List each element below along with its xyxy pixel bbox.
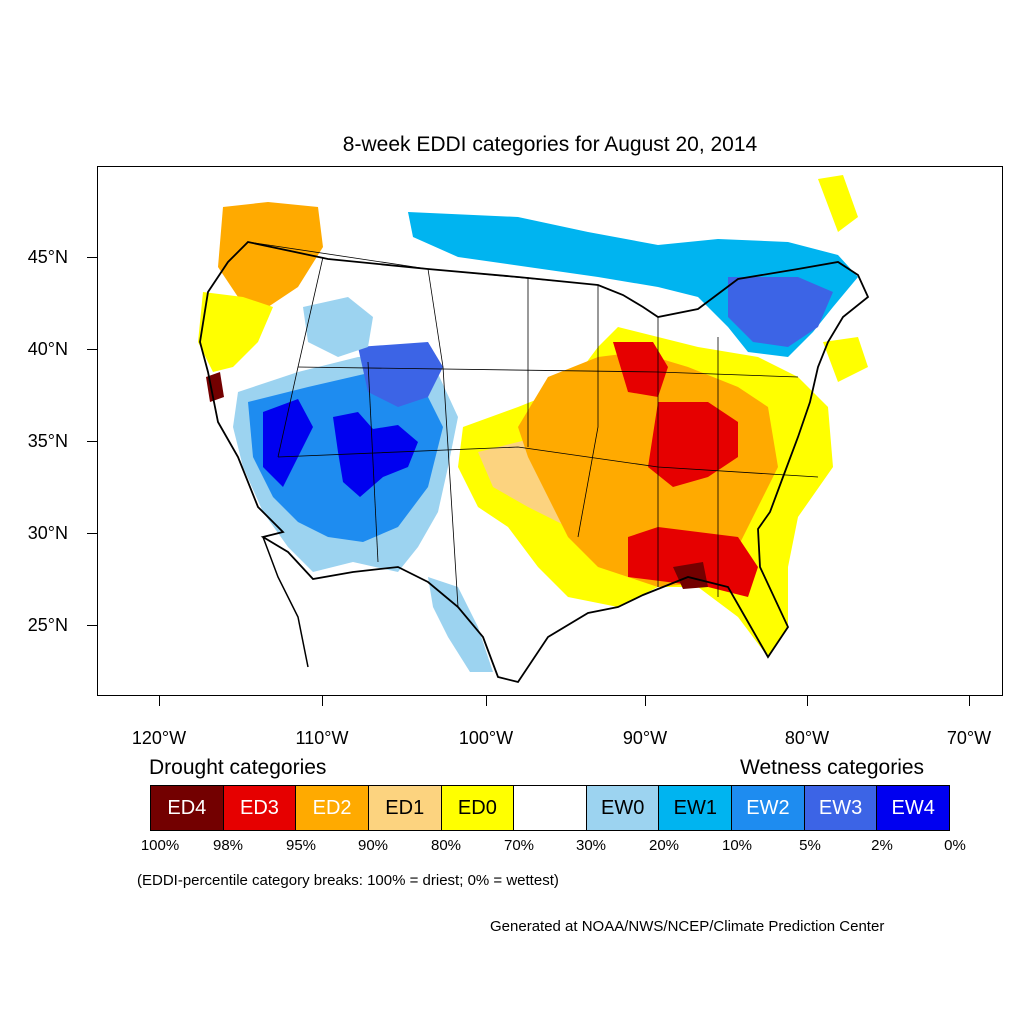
lat-tick — [87, 533, 97, 534]
legend-box-ew1: EW1 — [659, 786, 733, 830]
lat-label: 45°N — [27, 247, 68, 267]
break-label: 95% — [285, 837, 317, 854]
drought-region-ed2-northwest — [218, 202, 323, 307]
legend-label: ED1 — [385, 796, 425, 819]
legend-label: EW2 — [746, 796, 790, 819]
lon-tick — [645, 696, 646, 706]
baja-outline — [262, 536, 309, 668]
wet-region-northwest — [303, 297, 373, 357]
lat-tick — [87, 625, 97, 626]
legend-box-normal — [514, 786, 587, 830]
credit-line: Generated at NOAA/NWS/NCEP/Climate Predi… — [490, 918, 885, 935]
lon-tick — [159, 696, 160, 706]
lon-tick — [807, 696, 808, 706]
lon-label: 100°W — [458, 728, 514, 748]
category-note: (EDDI-percentile category breaks: 100% =… — [137, 872, 559, 889]
break-label: 90% — [357, 837, 389, 854]
wet-region-texas — [428, 577, 493, 672]
legend-label: EW4 — [891, 796, 935, 819]
eddi-map — [198, 175, 870, 684]
drought-region-ed0-maine — [818, 175, 858, 232]
legend-box-ew0: EW0 — [586, 786, 660, 830]
break-label: 100% — [140, 837, 180, 854]
break-label: 2% — [871, 837, 893, 854]
lon-tick — [969, 696, 970, 706]
map-title: 8-week EDDI categories for August 20, 20… — [342, 133, 758, 156]
legend-label: ED3 — [240, 796, 279, 819]
drought-region-ed0-northwest — [198, 292, 273, 372]
legend-box-ed0: ED0 — [441, 786, 515, 830]
legend-box-ed3: ED3 — [223, 786, 297, 830]
conus-outline — [199, 241, 870, 684]
lon-tick — [322, 696, 323, 706]
category-legend: ED4 ED3 ED2 ED1 ED0 EW0 EW1 EW2 EW3 EW4 — [150, 785, 950, 831]
break-label: 70% — [503, 837, 535, 854]
lat-tick — [87, 349, 97, 350]
lon-label: 120°W — [131, 728, 187, 748]
legend-box-ed2: ED2 — [296, 786, 369, 830]
legend-label: ED2 — [312, 796, 352, 819]
state-boundaries — [247, 241, 819, 608]
drought-region-ed4-california — [206, 372, 224, 402]
drought-region-ed3 — [613, 342, 668, 397]
wet-region-great-lakes — [728, 277, 833, 347]
lat-label: 30°N — [27, 523, 68, 543]
wetness-categories-title: Wetness categories — [740, 756, 925, 779]
legend-label: EW3 — [818, 796, 863, 819]
legend-box-ew4: EW4 — [877, 786, 950, 830]
break-label: 5% — [799, 837, 821, 854]
wet-region-utah-ew4 — [333, 412, 418, 497]
legend-box-ew3: EW3 — [804, 786, 878, 830]
lat-tick — [87, 257, 97, 258]
legend-box-ew2: EW2 — [732, 786, 805, 830]
legend-box-ed1: ED1 — [368, 786, 442, 830]
lon-label: 90°W — [622, 728, 668, 748]
lat-label: 40°N — [27, 339, 68, 359]
break-label: 0% — [944, 837, 966, 854]
legend-box-ed4: ED4 — [151, 786, 224, 830]
break-label: 20% — [648, 837, 680, 854]
lon-label: 110°W — [295, 728, 349, 748]
map-frame — [97, 166, 1003, 696]
legend-label: ED0 — [457, 796, 497, 819]
drought-region-ed4-alabama — [673, 562, 708, 589]
legend-label: EW0 — [600, 796, 645, 819]
break-label: 10% — [721, 837, 753, 854]
lat-tick — [87, 441, 97, 442]
lat-label: 35°N — [27, 431, 68, 451]
break-label: 30% — [575, 837, 607, 854]
wet-region-west-ew3 — [358, 342, 443, 407]
lat-label: 25°N — [27, 615, 68, 635]
legend-label: ED4 — [167, 796, 207, 819]
lon-label: 80°W — [784, 728, 830, 748]
drought-categories-title: Drought categories — [149, 756, 327, 779]
drought-region-ed3-ohio — [648, 402, 738, 487]
lon-label: 70°W — [946, 728, 992, 748]
legend-label: EW1 — [673, 796, 717, 819]
lon-tick — [486, 696, 487, 706]
break-label: 98% — [212, 837, 244, 854]
wet-region-west-ew4 — [263, 399, 313, 487]
drought-region-ed3-southeast — [628, 527, 758, 597]
drought-region-ed0-northeast — [823, 337, 868, 382]
break-label: 80% — [430, 837, 462, 854]
